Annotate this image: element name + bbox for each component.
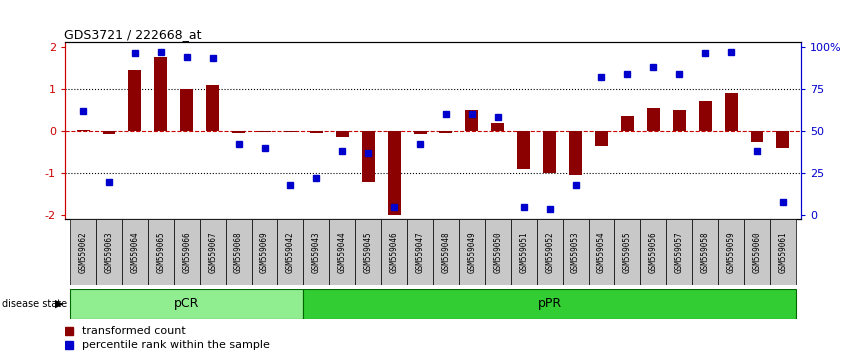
Text: ▶: ▶ bbox=[55, 298, 63, 309]
Bar bbox=[465, 110, 478, 131]
Bar bbox=[511, 219, 537, 285]
Bar bbox=[258, 131, 271, 132]
Bar bbox=[615, 219, 640, 285]
Bar bbox=[621, 116, 634, 131]
Bar bbox=[206, 85, 219, 131]
Bar bbox=[148, 219, 174, 285]
Bar bbox=[563, 219, 589, 285]
Bar bbox=[303, 289, 796, 319]
Text: GSM559049: GSM559049 bbox=[468, 232, 476, 273]
Bar bbox=[251, 219, 277, 285]
Bar bbox=[96, 219, 122, 285]
Bar bbox=[226, 219, 251, 285]
Bar bbox=[647, 108, 660, 131]
Bar bbox=[303, 219, 329, 285]
Bar bbox=[666, 219, 692, 285]
Bar bbox=[459, 219, 485, 285]
Text: transformed count: transformed count bbox=[81, 326, 185, 336]
Bar bbox=[725, 93, 738, 131]
Bar bbox=[543, 131, 556, 173]
Bar bbox=[102, 131, 115, 135]
Text: GSM559045: GSM559045 bbox=[364, 232, 372, 273]
Text: GDS3721 / 222668_at: GDS3721 / 222668_at bbox=[64, 28, 202, 41]
Text: GSM559061: GSM559061 bbox=[779, 232, 787, 273]
Bar bbox=[744, 219, 770, 285]
Text: GSM559063: GSM559063 bbox=[105, 232, 113, 273]
Text: GSM559053: GSM559053 bbox=[571, 232, 580, 273]
Bar bbox=[310, 131, 323, 133]
Bar bbox=[589, 219, 615, 285]
Text: GSM559047: GSM559047 bbox=[416, 232, 424, 273]
Bar bbox=[485, 219, 511, 285]
Bar bbox=[770, 219, 796, 285]
Bar bbox=[640, 219, 666, 285]
Bar bbox=[433, 219, 459, 285]
Text: GSM559046: GSM559046 bbox=[390, 232, 398, 273]
Text: GSM559054: GSM559054 bbox=[597, 232, 606, 273]
Bar bbox=[673, 110, 686, 131]
Bar bbox=[699, 102, 712, 131]
Bar bbox=[70, 219, 96, 285]
Text: GSM559069: GSM559069 bbox=[260, 232, 269, 273]
Bar bbox=[491, 122, 504, 131]
Bar bbox=[718, 219, 744, 285]
Bar bbox=[381, 219, 407, 285]
Bar bbox=[355, 219, 381, 285]
Bar bbox=[595, 131, 608, 146]
Bar bbox=[517, 131, 530, 169]
Bar bbox=[180, 89, 193, 131]
Text: pPR: pPR bbox=[538, 297, 562, 310]
Bar bbox=[777, 131, 790, 148]
Bar bbox=[284, 131, 297, 132]
Text: GSM559055: GSM559055 bbox=[623, 232, 632, 273]
Bar bbox=[70, 289, 303, 319]
Text: GSM559058: GSM559058 bbox=[701, 232, 709, 273]
Bar bbox=[407, 219, 433, 285]
Bar bbox=[174, 219, 200, 285]
Text: GSM559064: GSM559064 bbox=[131, 232, 139, 273]
Bar bbox=[128, 70, 141, 131]
Text: percentile rank within the sample: percentile rank within the sample bbox=[81, 340, 269, 350]
Bar bbox=[76, 130, 89, 131]
Text: GSM559050: GSM559050 bbox=[494, 232, 502, 273]
Bar bbox=[692, 219, 718, 285]
Bar bbox=[154, 57, 167, 131]
Bar bbox=[751, 131, 764, 142]
Text: GSM559068: GSM559068 bbox=[234, 232, 243, 273]
Text: GSM559057: GSM559057 bbox=[675, 232, 684, 273]
Text: GSM559059: GSM559059 bbox=[727, 232, 735, 273]
Bar bbox=[336, 131, 349, 137]
Bar bbox=[277, 219, 303, 285]
Bar bbox=[537, 219, 563, 285]
Bar bbox=[200, 219, 226, 285]
Bar bbox=[388, 131, 401, 215]
Text: GSM559044: GSM559044 bbox=[338, 232, 346, 273]
Bar bbox=[362, 131, 375, 182]
Bar bbox=[569, 131, 582, 175]
Text: GSM559048: GSM559048 bbox=[442, 232, 450, 273]
Text: GSM559067: GSM559067 bbox=[208, 232, 217, 273]
Text: GSM559052: GSM559052 bbox=[545, 232, 554, 273]
Text: GSM559051: GSM559051 bbox=[520, 232, 528, 273]
Text: GSM559056: GSM559056 bbox=[649, 232, 658, 273]
Text: GSM559066: GSM559066 bbox=[182, 232, 191, 273]
Text: GSM559065: GSM559065 bbox=[157, 232, 165, 273]
Text: GSM559062: GSM559062 bbox=[79, 232, 87, 273]
Text: pCR: pCR bbox=[174, 297, 199, 310]
Bar bbox=[439, 131, 452, 133]
Bar bbox=[414, 131, 427, 135]
Text: GSM559042: GSM559042 bbox=[286, 232, 295, 273]
Bar bbox=[329, 219, 355, 285]
Bar bbox=[122, 219, 148, 285]
Text: GSM559060: GSM559060 bbox=[753, 232, 761, 273]
Bar bbox=[232, 131, 245, 133]
Text: GSM559043: GSM559043 bbox=[312, 232, 321, 273]
Text: disease state: disease state bbox=[2, 298, 67, 309]
